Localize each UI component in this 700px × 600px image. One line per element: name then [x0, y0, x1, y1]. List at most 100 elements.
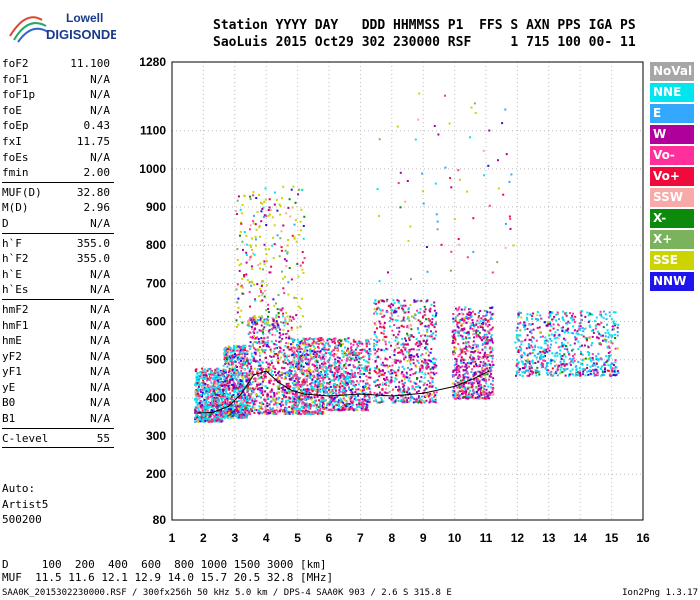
echo-point [253, 283, 256, 286]
echo-point [246, 366, 249, 369]
echo-point [397, 369, 400, 372]
echo-point [383, 335, 386, 338]
echo-point [345, 389, 348, 392]
echo-point [199, 420, 202, 423]
echo-point [468, 311, 471, 314]
echo-point [429, 382, 432, 385]
echo-point [276, 347, 278, 349]
echo-point [408, 319, 411, 322]
echo-point [234, 383, 237, 386]
echo-point [225, 411, 228, 414]
echo-point [425, 399, 428, 402]
echo-point [205, 386, 208, 389]
echo-point [485, 392, 488, 395]
echo-point [251, 397, 254, 400]
echo-point [318, 339, 321, 342]
echo-point [280, 405, 283, 408]
echo-point [296, 348, 299, 351]
echo-point [231, 358, 233, 361]
echo-point [428, 335, 431, 338]
echo-point [224, 413, 227, 416]
echo-point [274, 325, 277, 328]
echo-point [330, 400, 333, 403]
echo-point [484, 329, 486, 332]
echo-point [245, 243, 248, 246]
echo-point [310, 384, 313, 387]
echo-point [281, 393, 284, 396]
echo-point [321, 412, 324, 415]
echo-point [221, 400, 224, 403]
echo-point [325, 406, 328, 409]
echo-point [365, 345, 368, 348]
echo-point [244, 411, 247, 414]
echo-point [203, 417, 206, 420]
echo-point [419, 320, 422, 323]
echo-point [229, 360, 232, 363]
echo-point [400, 372, 403, 375]
echo-point [307, 391, 310, 394]
echo-point [298, 376, 301, 379]
echo-point [364, 408, 367, 411]
echo-point [235, 346, 238, 349]
echo-point [271, 410, 274, 413]
echo-point [258, 193, 261, 196]
echo-point [268, 362, 270, 365]
echo-point [347, 404, 350, 407]
echo-point [278, 336, 281, 339]
echo-point [306, 358, 309, 361]
echo-point [410, 348, 413, 351]
echo-point [263, 260, 266, 263]
echo-point [387, 304, 390, 307]
echo-point [298, 360, 301, 363]
echo-point [420, 334, 422, 337]
echo-point [242, 394, 245, 397]
echo-point [210, 398, 213, 401]
y-tick-label: 600 [146, 315, 166, 329]
y-tick-label: 80 [153, 513, 167, 527]
echo-point [431, 318, 434, 321]
echo-point [342, 405, 345, 408]
echo-point [346, 350, 349, 353]
echo-point [453, 397, 456, 400]
echo-point [333, 385, 336, 388]
echo-point [258, 383, 260, 386]
echo-point [234, 360, 237, 363]
echo-point [214, 415, 217, 418]
echo-point [286, 371, 289, 374]
echo-point [263, 351, 266, 354]
echo-point [221, 418, 224, 421]
echo-point [400, 400, 403, 403]
echo-point [384, 343, 387, 346]
echo-point [233, 376, 236, 379]
echo-point [373, 302, 376, 305]
echo-point [424, 362, 427, 365]
echo-point [196, 372, 199, 375]
echo-point [360, 373, 363, 375]
echo-point [241, 355, 243, 358]
echo-point [478, 317, 481, 320]
echo-point [424, 347, 427, 349]
echo-point [198, 384, 201, 387]
echo-point [260, 210, 263, 213]
echo-point [210, 386, 213, 389]
echo-point [322, 356, 324, 359]
echo-point [318, 389, 321, 392]
echo-point [264, 399, 267, 401]
echo-point [462, 338, 465, 341]
echo-point [263, 243, 266, 246]
echo-point [406, 372, 408, 375]
echo-point [310, 337, 313, 340]
echo-point [284, 275, 286, 278]
echo-point [434, 399, 437, 402]
echo-point [286, 391, 289, 394]
echo-point [209, 413, 212, 416]
echo-point [248, 320, 250, 323]
echo-point [354, 396, 357, 399]
echo-point [354, 356, 357, 359]
echo-point [317, 377, 320, 380]
echo-point [293, 351, 296, 354]
echo-point [220, 402, 223, 405]
echo-point [226, 398, 229, 401]
echo-point [274, 399, 277, 402]
echo-point [342, 374, 345, 377]
